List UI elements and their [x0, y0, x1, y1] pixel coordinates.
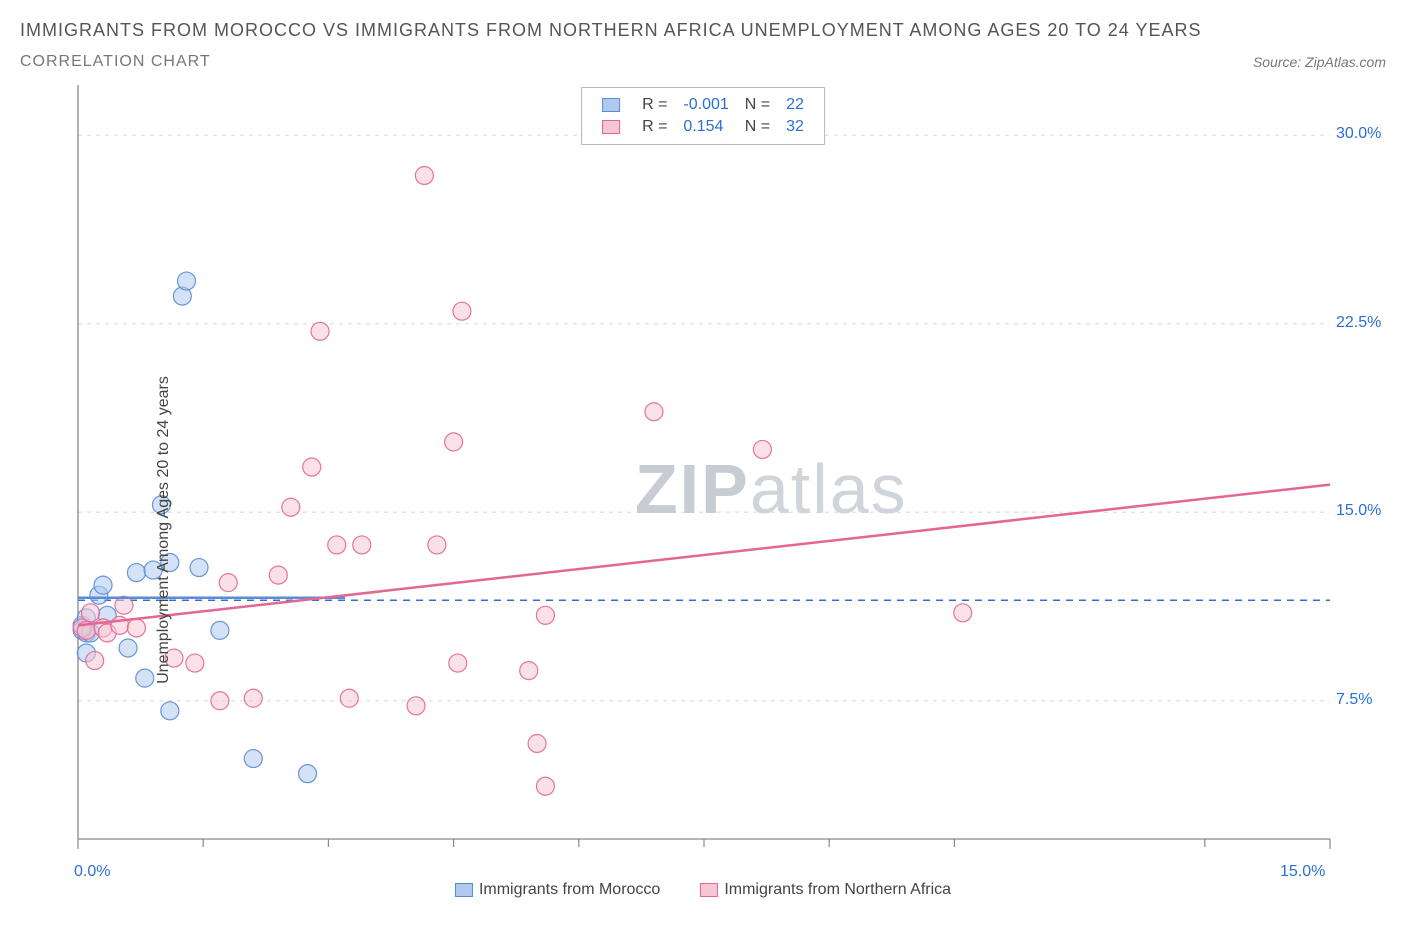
- chart-container: Unemployment Among Ages 20 to 24 years Z…: [20, 79, 1386, 899]
- chart-subtitle: CORRELATION CHART: [20, 53, 211, 71]
- legend-label: Immigrants from Morocco: [479, 881, 660, 899]
- r-value: 0.154: [675, 116, 736, 138]
- y-tick-label: 15.0%: [1336, 502, 1381, 520]
- subtitle-row: CORRELATION CHART Source: ZipAtlas.com: [20, 53, 1386, 71]
- legend-swatch: [700, 883, 718, 897]
- legend-item: Immigrants from Northern Africa: [700, 881, 951, 899]
- y-tick-label: 7.5%: [1336, 691, 1372, 709]
- y-axis-label: Unemployment Among Ages 20 to 24 years: [155, 376, 173, 684]
- n-value: 32: [778, 116, 812, 138]
- chart-title: IMMIGRANTS FROM MOROCCO VS IMMIGRANTS FR…: [20, 20, 1386, 41]
- legend-stat-row: R =-0.001N =22: [594, 94, 812, 116]
- x-tick-label: 0.0%: [74, 863, 110, 881]
- n-value: 22: [778, 94, 812, 116]
- legend-swatch: [455, 883, 473, 897]
- legend-bottom: Immigrants from Morocco Immigrants from N…: [455, 881, 951, 899]
- y-tick-label: 22.5%: [1336, 314, 1381, 332]
- legend-label: Immigrants from Northern Africa: [724, 881, 951, 899]
- legend-stat-row: R =0.154N =32: [594, 116, 812, 138]
- source-label: Source: ZipAtlas.com: [1253, 54, 1386, 70]
- legend-swatch: [602, 120, 620, 134]
- y-tick-label: 30.0%: [1336, 125, 1381, 143]
- x-tick-label: 15.0%: [1280, 863, 1325, 881]
- legend-item: Immigrants from Morocco: [455, 881, 660, 899]
- r-label: R =: [634, 94, 675, 116]
- scatter-chart: [20, 79, 1386, 899]
- r-value: -0.001: [675, 94, 736, 116]
- n-label: N =: [737, 116, 778, 138]
- r-label: R =: [634, 116, 675, 138]
- n-label: N =: [737, 94, 778, 116]
- legend-stats: R =-0.001N =22R =0.154N =32: [581, 87, 825, 145]
- legend-swatch: [602, 98, 620, 112]
